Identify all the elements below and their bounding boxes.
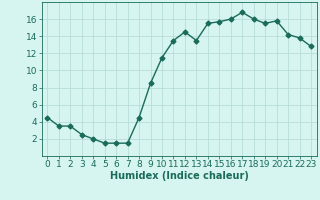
X-axis label: Humidex (Indice chaleur): Humidex (Indice chaleur) [110, 171, 249, 181]
